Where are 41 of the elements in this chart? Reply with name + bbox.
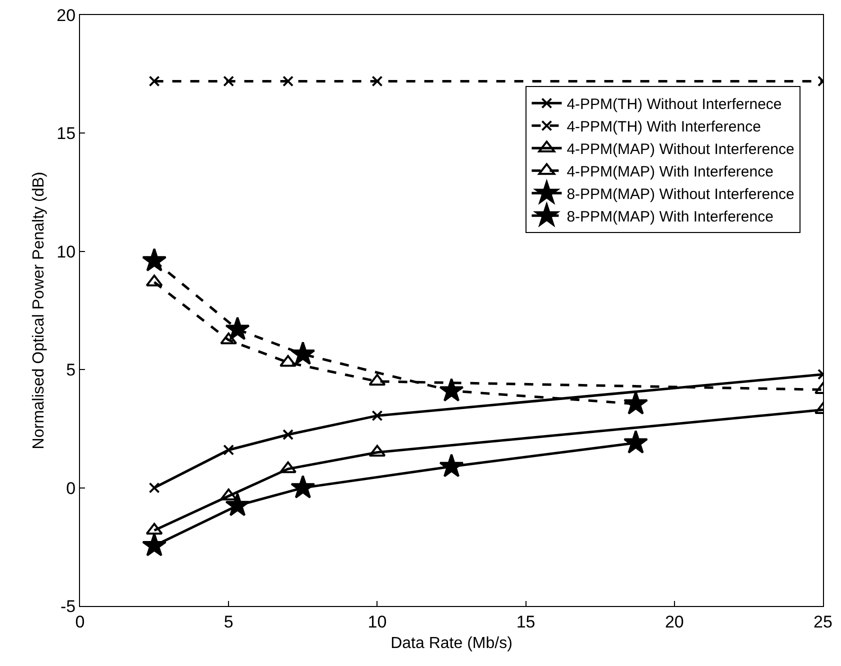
y-tick-label: 10 xyxy=(56,242,76,262)
x-tick-label: 5 xyxy=(224,612,234,632)
point xyxy=(282,76,294,87)
point xyxy=(290,341,316,365)
point xyxy=(623,390,648,415)
point xyxy=(439,378,464,402)
point xyxy=(282,429,294,440)
y-tick-label: -5 xyxy=(60,596,76,616)
point xyxy=(372,76,383,87)
x-tick-label: 10 xyxy=(368,612,387,632)
point xyxy=(439,454,464,478)
x-tick-label: 20 xyxy=(664,612,684,632)
x-tick-label: 15 xyxy=(516,612,536,632)
point xyxy=(225,316,250,340)
x-axis-title: Data Rate (Mb/s) xyxy=(390,635,512,652)
y-tick-label: 15 xyxy=(56,124,76,144)
point xyxy=(142,248,167,272)
point xyxy=(372,410,383,422)
point xyxy=(225,492,250,516)
point xyxy=(368,374,386,386)
point xyxy=(148,482,160,494)
legend-label: 4-PPM(TH) Without Interfernece xyxy=(566,96,782,114)
legend-label: 8-PPM(MAP) Without Interference xyxy=(566,186,794,204)
point xyxy=(223,76,234,87)
y-axis-title: Normalised Optical Power Penalty (dB) xyxy=(30,172,48,450)
y-tick-label: 5 xyxy=(66,360,76,380)
y-tick-label: 20 xyxy=(56,6,76,25)
legend-label: 4-PPM(MAP) With Interference xyxy=(566,164,774,181)
legend-label: 4-PPM(MAP) Without Interference xyxy=(566,141,794,158)
point xyxy=(142,532,167,556)
point xyxy=(223,444,234,456)
point xyxy=(368,444,386,457)
point xyxy=(148,76,160,87)
point xyxy=(290,474,316,498)
x-tick-label: 25 xyxy=(814,612,832,632)
legend-label: 8-PPM(MAP) With Interference xyxy=(566,208,774,226)
point xyxy=(280,461,297,474)
legend-label: 4-PPM(TH) With Interference xyxy=(566,118,761,136)
point xyxy=(146,522,163,535)
point xyxy=(623,430,648,454)
y-tick-label: 0 xyxy=(66,478,76,498)
